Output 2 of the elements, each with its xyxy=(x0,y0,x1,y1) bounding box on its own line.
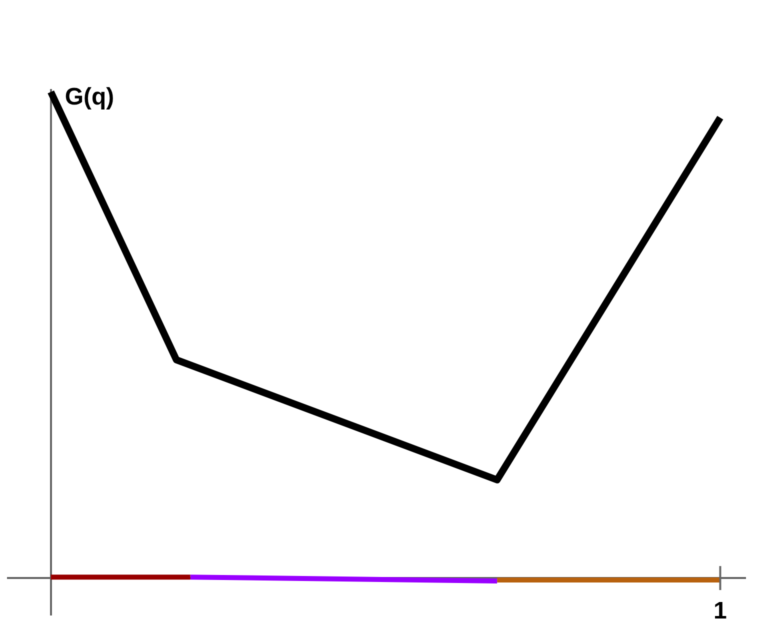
text: 1 xyxy=(714,598,727,625)
y-axis-title: G(q) xyxy=(64,84,114,111)
